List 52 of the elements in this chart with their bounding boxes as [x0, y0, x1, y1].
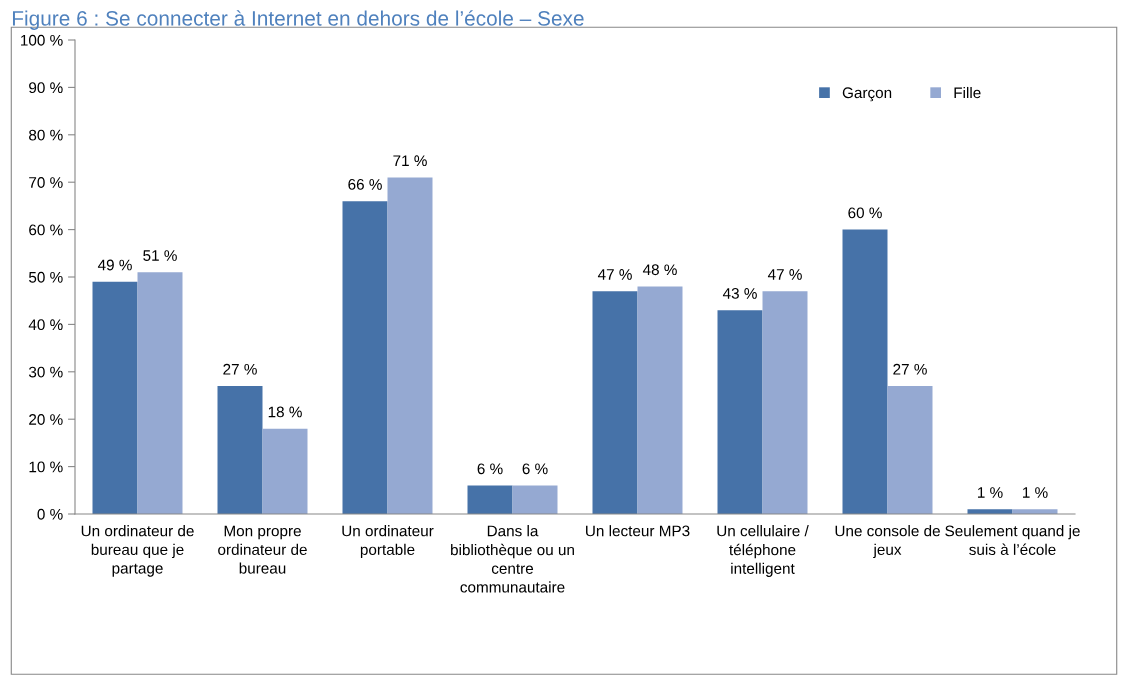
y-tick-label: 90 % — [29, 82, 63, 94]
bar — [217, 386, 263, 514]
x-tick-label: Mon propre ordinateur de bureau — [218, 525, 307, 574]
y-tick-label: 50 % — [28, 271, 63, 283]
y-tick-label: 10 % — [29, 461, 63, 473]
bar — [842, 229, 888, 514]
x-tick-label: Un lecteur MP3 — [586, 525, 690, 537]
y-tick-label: 30 % — [28, 366, 63, 378]
y-tick-label: 40 % — [28, 319, 63, 331]
chart-title: Figure 6 : Se connecter à Internet en dehors de l’école – Sexe — [12, 10, 584, 30]
data-label: 47 % — [597, 269, 632, 280]
y-tick-label: 80 % — [29, 129, 63, 141]
bar — [387, 177, 433, 514]
data-label: 71 % — [393, 155, 427, 167]
data-label: 1 % — [978, 487, 1003, 498]
x-tick-label: Un ordinateur de bureau que je partage — [81, 525, 194, 577]
data-label: 66 % — [348, 178, 382, 190]
bar — [92, 281, 138, 514]
data-label: 47 % — [767, 269, 802, 280]
x-tick-label: Dans la bibliothèque ou un centre communautaire — [451, 525, 574, 593]
x-tick-label: Seulement quand je suis à l’école — [945, 525, 1080, 555]
data-label: 27 % — [223, 363, 257, 375]
bar — [137, 272, 183, 514]
x-tick-label: Une console de jeux — [835, 525, 940, 559]
y-tick-label: 60 % — [29, 224, 63, 236]
bar — [762, 291, 808, 514]
bar — [592, 291, 638, 514]
x-tick-label: Un cellulaire / téléphone intelligent — [717, 525, 809, 577]
data-label: 27 % — [893, 363, 927, 375]
data-label: 60 % — [848, 207, 882, 219]
data-label: 49 % — [97, 259, 132, 271]
data-label: 1 % — [1023, 487, 1048, 498]
bar — [887, 386, 933, 514]
bar — [467, 485, 513, 514]
bar — [637, 286, 683, 514]
y-tick-label: 100 % — [21, 34, 63, 46]
bar — [342, 201, 388, 514]
legend-label: Garçon — [842, 87, 892, 102]
data-label: 48 % — [642, 264, 677, 276]
y-tick-label: 0 % — [37, 508, 63, 520]
y-tick-label: 70 % — [29, 177, 63, 188]
legend-label: Fille — [954, 86, 981, 99]
data-label: 18 % — [268, 406, 302, 418]
bar — [512, 485, 558, 514]
x-tick-label: Un ordinateur portable — [342, 525, 434, 559]
data-label: 43 % — [722, 288, 757, 299]
data-label: 6 % — [522, 463, 548, 475]
data-label: 51 % — [143, 250, 177, 261]
data-label: 6 % — [477, 463, 503, 475]
bar — [717, 310, 763, 514]
y-tick-label: 20 % — [29, 414, 63, 425]
bar — [262, 428, 308, 514]
